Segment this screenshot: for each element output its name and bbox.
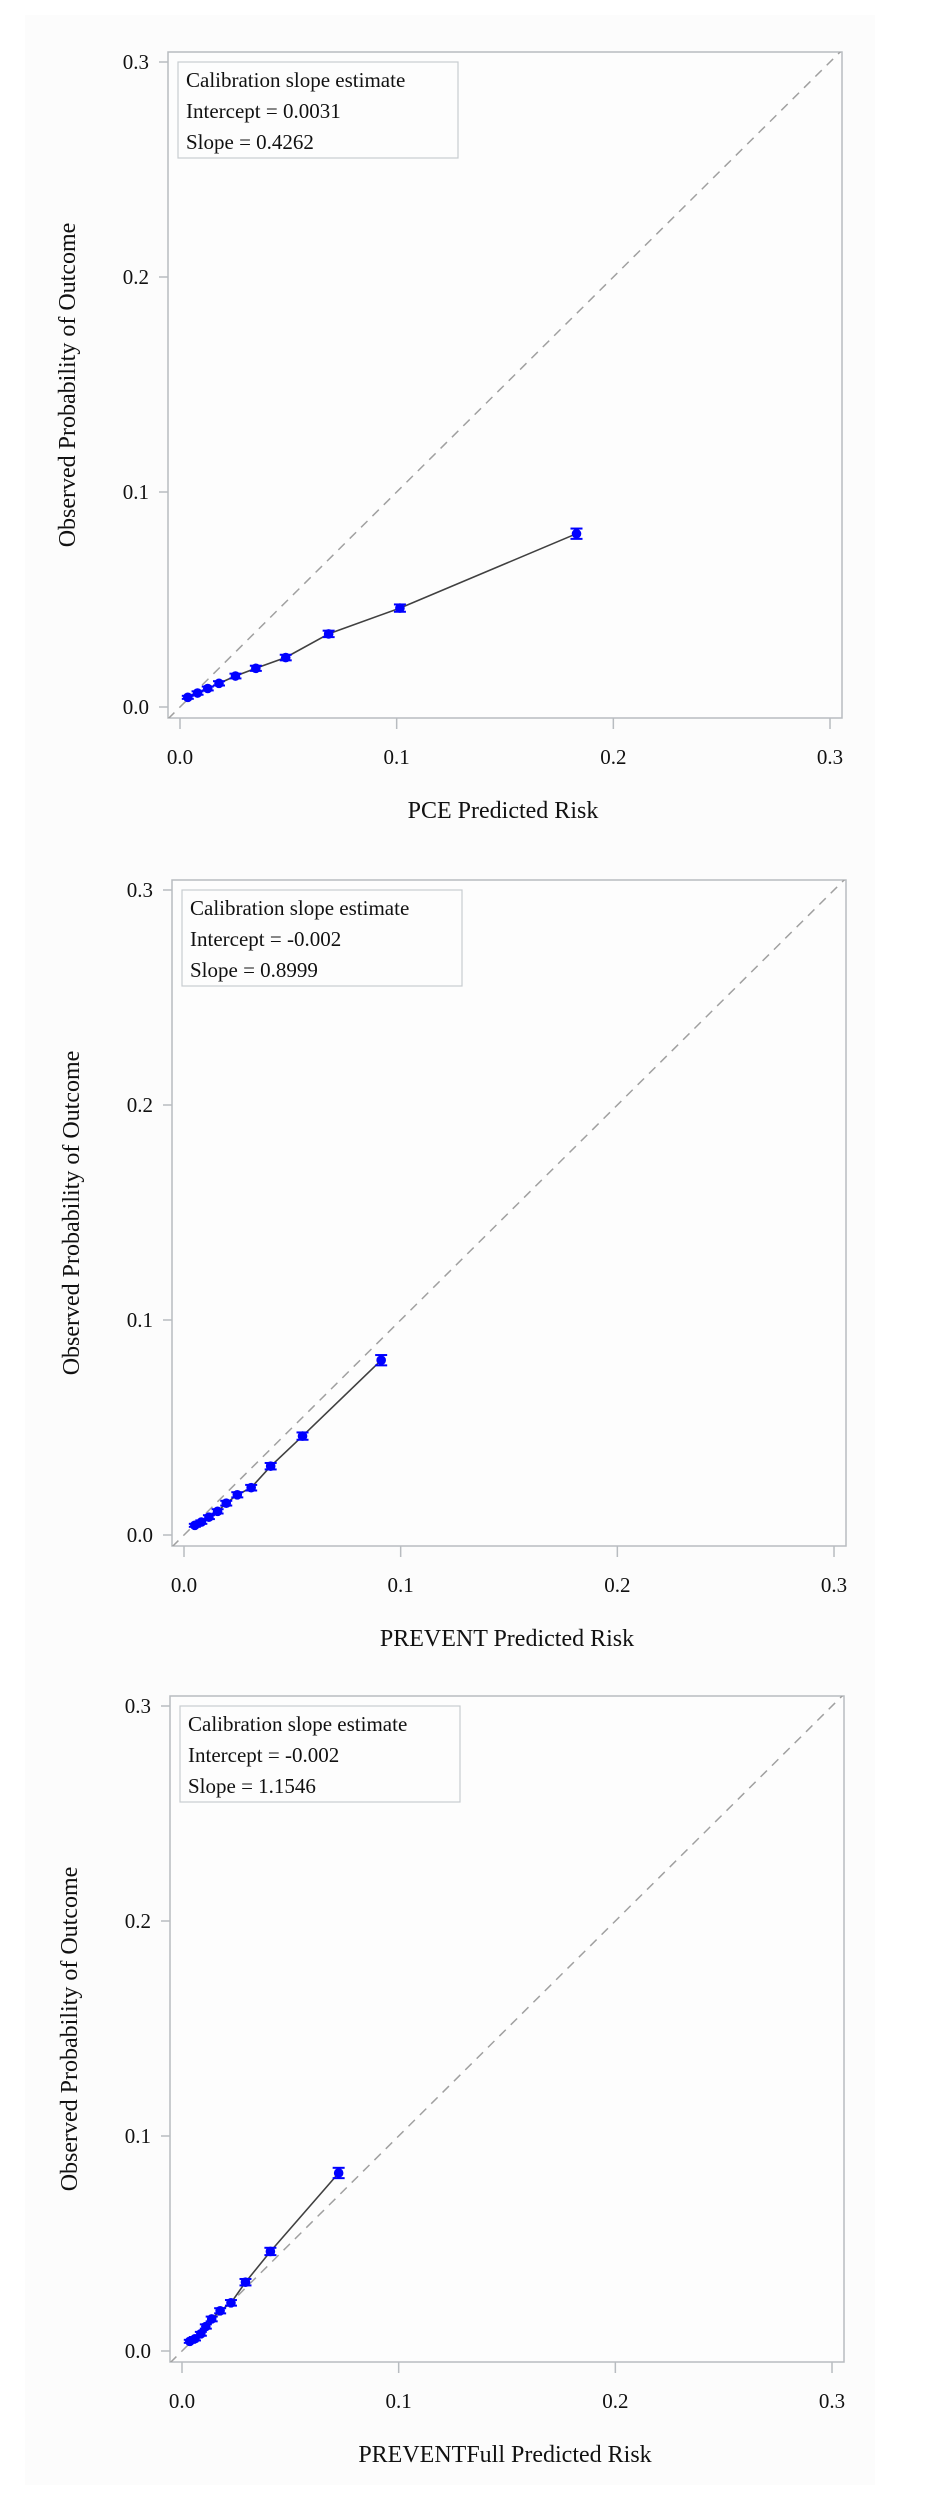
x-tick-label: 0.3 (819, 2389, 845, 2413)
legend-text: Calibration slope estimate (186, 68, 405, 92)
data-point (204, 1512, 214, 1522)
data-point (201, 2321, 211, 2332)
x-tick-label: 0.0 (171, 1573, 197, 1597)
y-tick-label: 0.2 (125, 1909, 151, 1933)
y-tick-label: 0.1 (123, 480, 149, 504)
data-point (265, 1461, 276, 1471)
data-point (221, 1498, 232, 1508)
y-tick-label: 0.2 (127, 1093, 153, 1117)
y-tick-label: 0.3 (123, 50, 149, 74)
data-point (230, 671, 241, 681)
legend-text: Calibration slope estimate (190, 896, 409, 920)
legend-text: Slope = 0.8999 (190, 958, 318, 982)
x-tick-label: 0.1 (388, 1573, 414, 1597)
y-tick-label: 0.0 (127, 1523, 153, 1547)
data-point (212, 1506, 223, 1517)
y-tick-label: 0.3 (125, 1694, 151, 1718)
y-axis-label: Observed Probability of Outcome (57, 1867, 83, 2192)
y-tick-label: 0.0 (125, 2339, 151, 2363)
data-point (183, 692, 193, 703)
calibration-panel: 0.0 0.0 0.1 0.1 0.2 0.2 0.3 0.3 PREVENT Predicte… (59, 878, 847, 1652)
data-point (297, 1431, 308, 1441)
x-tick-label: 0.0 (167, 745, 193, 769)
data-point (323, 629, 334, 639)
x-axis-label: PCE Predicted Risk (408, 798, 599, 824)
data-point (196, 2329, 206, 2339)
legend-box (177, 61, 459, 159)
data-point (226, 2298, 236, 2308)
x-tick-label: 0.3 (817, 745, 843, 769)
legend-text: Intercept = -0.002 (190, 927, 341, 951)
calibration-panel: 0.0 0.0 0.1 0.1 0.2 0.2 0.3 0.3 PCE Predicted Ri… (55, 50, 843, 824)
legend-text: Calibration slope estimate (188, 1712, 407, 1736)
data-point (215, 2305, 225, 2316)
y-tick-label: 0.0 (123, 695, 149, 719)
plot-frame (167, 51, 843, 719)
y-axis-label: Observed Probability of Outcome (55, 223, 81, 548)
data-point (395, 603, 405, 613)
x-tick-label: 0.2 (600, 745, 626, 769)
calibration-panel: 0.0 0.0 0.1 0.1 0.2 0.2 0.3 0.3 PREVENTFull Pred… (57, 1694, 845, 2468)
reference-diagonal-line (168, 52, 842, 718)
data-point (251, 663, 261, 674)
data-point (240, 2277, 251, 2287)
data-point (265, 2246, 276, 2257)
legend-box (181, 889, 463, 987)
data-point (214, 678, 224, 689)
x-tick-label: 0.1 (386, 2389, 412, 2413)
x-tick-label: 0.3 (821, 1573, 847, 1597)
data-point (232, 1489, 243, 1500)
legend-text: Intercept = -0.002 (188, 1743, 339, 1767)
plot-frame (169, 1695, 845, 2363)
x-tick-label: 0.0 (169, 2389, 195, 2413)
data-point (192, 688, 203, 698)
y-tick-label: 0.2 (123, 265, 149, 289)
data-point (206, 2314, 217, 2324)
x-tick-label: 0.2 (602, 2389, 628, 2413)
data-point (280, 652, 291, 663)
x-tick-label: 0.1 (384, 745, 410, 769)
y-axis-label: Observed Probability of Outcome (59, 1051, 85, 1376)
reference-diagonal-line (172, 880, 846, 1546)
y-tick-label: 0.1 (125, 2124, 151, 2148)
legend-text: Slope = 1.1546 (188, 1774, 316, 1798)
data-point (333, 2168, 344, 2178)
legend-box (179, 1705, 461, 1803)
plot-frame (171, 879, 847, 1547)
y-tick-label: 0.1 (127, 1308, 153, 1332)
x-axis-label: PREVENT Predicted Risk (380, 1626, 634, 1652)
legend-text: Intercept = 0.0031 (186, 99, 341, 123)
data-point (202, 683, 213, 694)
x-axis-label: PREVENTFull Predicted Risk (358, 2442, 651, 2468)
legend-text: Slope = 0.4262 (186, 130, 314, 154)
data-point (571, 528, 582, 539)
data-point (376, 1355, 386, 1366)
reference-diagonal-line (170, 1696, 844, 2362)
x-tick-label: 0.2 (604, 1573, 630, 1597)
y-tick-label: 0.3 (127, 878, 153, 902)
data-point (246, 1482, 256, 1493)
